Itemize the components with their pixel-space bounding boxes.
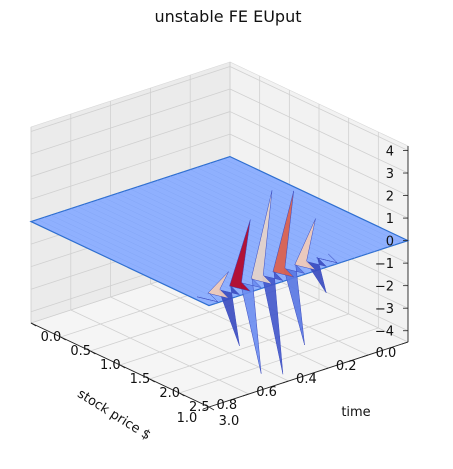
z-tick-label: 3 [386, 167, 394, 182]
x-tick-label: 0.2 [336, 359, 357, 374]
surface-mesh-line [103, 197, 283, 282]
grid-line [229, 111, 409, 196]
oscillation-spike [250, 190, 273, 285]
y-tick-mark [60, 336, 66, 341]
x-tick-mark [362, 354, 369, 358]
grid-line [229, 133, 409, 219]
y-tick-label: 1.5 [130, 372, 151, 387]
grid-line [30, 88, 231, 155]
grid-line [30, 111, 231, 177]
grid-line [30, 66, 231, 132]
grid-line [30, 133, 231, 200]
x-tick-label: 0.4 [296, 372, 317, 387]
y-tick-label: 0.5 [70, 344, 91, 359]
x-tick-mark [202, 406, 210, 410]
surface-mesh-line [37, 219, 216, 304]
grid-line [119, 299, 320, 366]
surface-mesh-line [50, 214, 229, 300]
tick-labels: 0.0 0.2 0.4 0.6 0.8 1.0 0.0 0.5 1.0 1.5 2.0 2.5 3.0 4… [30, 145, 409, 429]
surface-mesh-line [216, 160, 395, 246]
x-tick-mark [242, 393, 249, 397]
y-tick-mark [149, 378, 155, 383]
grid-line [229, 88, 409, 174]
surface-mesh-line [196, 167, 375, 252]
oscillation-spike [207, 271, 230, 299]
z-tick-label: −4 [375, 325, 394, 340]
surface-mesh-line [210, 162, 389, 248]
x-tick-label: 0.6 [256, 385, 277, 400]
z-tick-label: −2 [375, 280, 394, 295]
y-tick-label: 3.0 [219, 414, 240, 429]
surface-mesh-line [170, 175, 349, 261]
surface-mesh-line [150, 182, 329, 267]
y-tick-mark [179, 392, 185, 397]
z-tick-label: 2 [386, 190, 394, 205]
surface-mesh-line [44, 217, 223, 302]
x-tick-label: 0.0 [376, 346, 397, 361]
grid-line [90, 285, 290, 352]
z-tick-label: 4 [386, 145, 394, 160]
oscillation-spike [229, 219, 252, 292]
chart-title: unstable FE EUput [154, 7, 301, 26]
surface [29, 155, 410, 375]
y-tick-label: 2.5 [189, 400, 210, 415]
surface-mesh-line [223, 158, 402, 243]
y-tick-mark [119, 364, 126, 369]
z-tick-label: −3 [375, 302, 394, 317]
surface-mesh-line [163, 178, 342, 263]
y-axis-label: time [341, 405, 370, 420]
surface-mesh-line [123, 191, 302, 276]
z-tick-label: 1 [386, 212, 394, 227]
y-tick-label: 1.0 [100, 358, 121, 373]
surface-mesh-line [143, 184, 322, 269]
x-tick-mark [322, 367, 329, 371]
surface-mesh-line [70, 208, 249, 293]
oscillation-spike [294, 218, 317, 271]
surface-mesh-line [97, 199, 276, 285]
z-tick-label: 0 [386, 235, 394, 250]
surface-mesh-line [190, 169, 369, 254]
surface-mesh-line [203, 165, 382, 250]
x-axis-line [208, 341, 409, 408]
grid-line [179, 327, 379, 394]
z-tick-label: −1 [375, 257, 394, 272]
x-tick-mark [401, 341, 409, 345]
y-tick-label: 0.0 [41, 330, 62, 345]
oscillation-spike [316, 253, 339, 264]
y-tick-mark [90, 350, 96, 355]
x-tick-mark [282, 380, 289, 384]
y-tick-mark [30, 322, 37, 327]
y-tick-mark [208, 406, 215, 411]
surface-mesh-line [183, 171, 362, 256]
grid-line [229, 66, 409, 151]
oscillation-spike [196, 292, 219, 303]
surface-mesh-line [83, 204, 263, 289]
x-axis-label: stock price $ [75, 387, 154, 444]
surface-mesh-line [57, 212, 236, 298]
surface-mesh-line [117, 193, 296, 278]
grid-line [149, 313, 349, 380]
surface-mesh-line [64, 210, 243, 295]
y-tick-label: 2.0 [159, 386, 180, 401]
x-tick-label: 0.8 [216, 398, 237, 413]
x-tick-label: 1.0 [177, 411, 198, 426]
oscillation-spike [272, 190, 295, 278]
